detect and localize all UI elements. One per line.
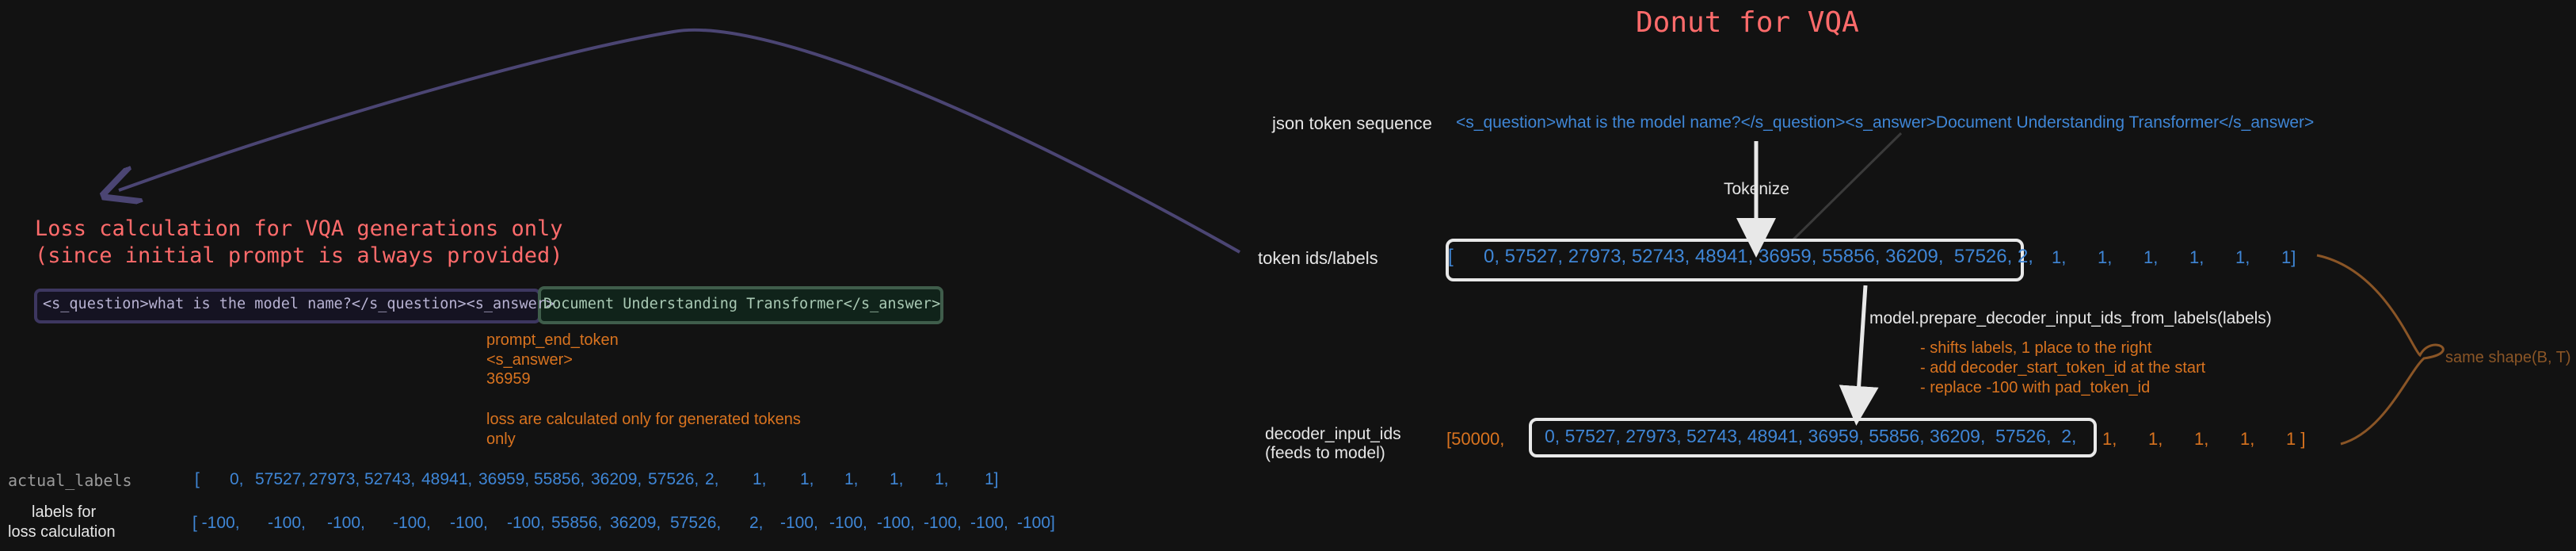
actual-label-value: 1,	[844, 470, 859, 488]
prompt-end-1: prompt_end_token	[486, 331, 619, 349]
decoder-tail-value: 1,	[2194, 429, 2209, 449]
decoder-box	[1529, 418, 2097, 457]
decoder-label-2: (feeds to model)	[1265, 444, 1385, 462]
actual-label-value: 1]	[985, 470, 999, 488]
decoder-start-token: [50000,	[1446, 429, 1505, 449]
actual-label-value: 27973,	[309, 470, 360, 488]
loss-label-value: 36209,	[610, 514, 661, 532]
decoder-tail-value: 1,	[2240, 429, 2255, 449]
prepare-note-2: - add decoder_start_token_id at the star…	[1920, 359, 2206, 377]
tokenize-label: Tokenize	[1724, 180, 1789, 198]
prepare-arrow	[1839, 285, 1879, 426]
actual-label-value: [	[195, 470, 200, 488]
loss-label-value: -100,	[268, 514, 306, 532]
json-seq-label: json token sequence	[1272, 113, 1432, 133]
diagonal-guide	[1790, 132, 1903, 243]
actual-label-value: 1,	[935, 470, 949, 488]
prompt-end-3: 36959	[486, 370, 531, 388]
loss-link-arrow	[119, 28, 1240, 254]
actual-label-value: 57527,	[255, 470, 307, 488]
loss-labels-label-1: labels for	[32, 503, 97, 521]
answer-box-outline	[538, 286, 943, 324]
actual-label-value: 1,	[753, 470, 767, 488]
loss-label-value: 55856,	[551, 514, 603, 532]
same-shape-label: same shape(B, T)	[2445, 349, 2571, 366]
actual-label-value: 36959,	[478, 470, 530, 488]
prepare-note-1: - shifts labels, 1 place to the right	[1920, 339, 2152, 357]
prompt-box-text: <s_question>what is the model name?</s_q…	[43, 296, 555, 312]
loss-label-value: -100,	[924, 514, 962, 532]
actual-label-value: 57526,	[648, 470, 699, 488]
loss-note-2: only	[486, 430, 516, 448]
loss-labels-label-2: loss calculation	[8, 523, 116, 541]
loss-label-value: -100,	[877, 514, 915, 532]
loss-note-1: loss are calculated only for generated t…	[486, 411, 801, 428]
actual-label-value: 52743,	[364, 470, 416, 488]
page-title: Donut for VQA	[1636, 6, 1859, 39]
loss-label-value: -100,	[393, 514, 431, 532]
answer-box-text: Document Understanding Transformer</s_an…	[543, 296, 941, 312]
token-ids-tail-value: 1,	[2098, 247, 2113, 267]
loss-title-2: (since initial prompt is always provided…	[35, 243, 563, 268]
actual-label-value: 55856,	[534, 470, 585, 488]
loss-label-value: -100,	[507, 514, 545, 532]
decoder-tail-value: 1,	[2148, 429, 2163, 449]
actual-label-value: 1,	[800, 470, 814, 488]
token-ids-tail-value: 1,	[2143, 247, 2159, 267]
decoder-tail-value: 1,	[2102, 429, 2117, 449]
loss-label-value: -100,	[327, 514, 365, 532]
loss-label-value: -100]	[1017, 514, 1055, 532]
loss-label-value: [ -100,	[192, 514, 240, 532]
prepare-call: model.prepare_decoder_input_ids_from_lab…	[1869, 309, 2272, 327]
actual-labels-label: actual_labels	[8, 471, 132, 490]
decoder-boxed-values: 0, 57527, 27973, 52743, 48941, 36959, 55…	[1545, 426, 2077, 446]
token-ids-tail-value: 1]	[2281, 247, 2296, 267]
actual-label-value: 1,	[890, 470, 904, 488]
token-ids-tail-value: 1,	[2235, 247, 2250, 267]
json-seq-text: <s_question>what is the model name?</s_q…	[1456, 113, 2315, 132]
prompt-end-2: <s_answer>	[486, 351, 573, 369]
token-ids-box	[1446, 239, 2024, 281]
actual-label-value: 2,	[705, 470, 719, 488]
loss-label-value: -100,	[829, 514, 867, 532]
decoder-label-1: decoder_input_ids	[1265, 425, 1401, 443]
token-ids-boxed-values: 0, 57527, 27973, 52743, 48941, 36959, 55…	[1484, 246, 2033, 267]
loss-label-value: -100,	[780, 514, 818, 532]
loss-label-value: -100,	[970, 514, 1008, 532]
loss-label-value: -100,	[450, 514, 488, 532]
token-ids-tail-value: 1,	[2052, 247, 2067, 267]
loss-label-value: 57526,	[670, 514, 722, 532]
same-shape-brace	[2316, 254, 2445, 446]
token-ids-tail-value: 1,	[2189, 247, 2204, 267]
actual-label-value: 36209,	[591, 470, 642, 488]
decoder-tail-value: 1 ]	[2286, 429, 2306, 449]
token-ids-label: token ids/labels	[1258, 248, 1378, 268]
actual-label-value: 0,	[230, 470, 244, 488]
prepare-note-3: - replace -100 with pad_token_id	[1920, 379, 2151, 396]
loss-title-1: Loss calculation for VQA generations onl…	[35, 216, 563, 241]
actual-label-value: 48941,	[421, 470, 473, 488]
token-ids-open-bracket: [	[1448, 246, 1454, 267]
loss-label-value: 2,	[749, 514, 764, 532]
